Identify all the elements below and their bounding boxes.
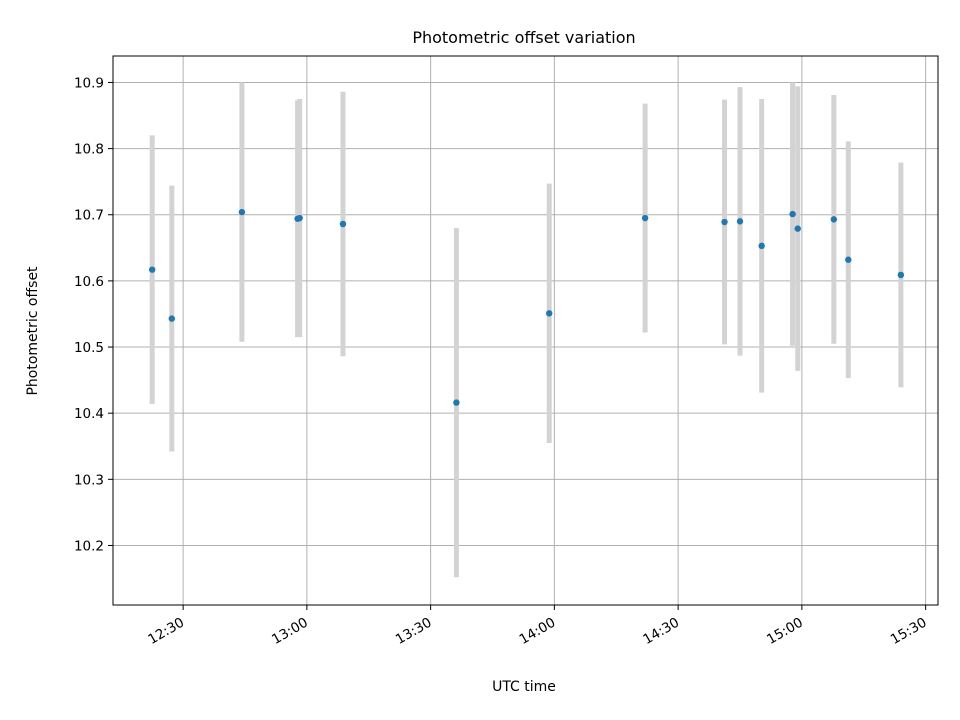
chart-title: Photometric offset variation: [412, 28, 635, 47]
data-point: [453, 399, 460, 406]
x-tick-label: 13:30: [393, 615, 435, 648]
y-tick-label: 10.3: [74, 472, 104, 488]
x-tick-label: 12:30: [145, 615, 187, 648]
data-point: [897, 271, 905, 279]
data-point: [238, 208, 246, 216]
data-point: [546, 310, 553, 317]
data-point: [339, 220, 347, 228]
x-tick-label: 15:00: [764, 615, 806, 648]
data-point: [148, 266, 156, 273]
x-tick-label: 15:30: [888, 615, 930, 648]
data-point: [758, 242, 765, 250]
data-point: [794, 225, 801, 232]
y-axis-ticks: 10.2 10.3 10.4 10.5 10.6 10.7 10.8 10.9: [74, 75, 113, 554]
y-tick-label: 10.7: [74, 208, 104, 224]
data-points: [148, 208, 905, 406]
x-tick-label: 14:30: [640, 615, 682, 648]
data-point: [789, 210, 796, 218]
data-point: [736, 218, 744, 225]
data-point: [721, 218, 728, 226]
data-point: [830, 216, 838, 223]
data-point: [168, 315, 175, 322]
x-tick-label: 14:00: [517, 615, 559, 648]
error-bars: [149, 82, 904, 578]
y-tick-label: 10.6: [74, 274, 104, 290]
data-point: [845, 256, 852, 263]
data-point: [641, 214, 649, 222]
x-axis-label: UTC time: [492, 679, 556, 695]
x-tick-label: 13:00: [269, 615, 311, 648]
grid-lines: [113, 56, 938, 605]
y-tick-label: 10.2: [74, 538, 104, 554]
y-tick-label: 10.8: [74, 142, 104, 158]
x-axis-ticks: 12:30 13:00 13:30 14:00 14:30 15:00 15:30: [145, 605, 930, 648]
y-tick-label: 10.5: [74, 340, 104, 356]
y-tick-label: 10.4: [74, 406, 104, 422]
y-tick-label: 10.9: [74, 75, 104, 91]
plot-area: [112, 55, 939, 606]
y-axis-label: Photometric offset: [25, 266, 41, 396]
data-point: [296, 214, 303, 222]
